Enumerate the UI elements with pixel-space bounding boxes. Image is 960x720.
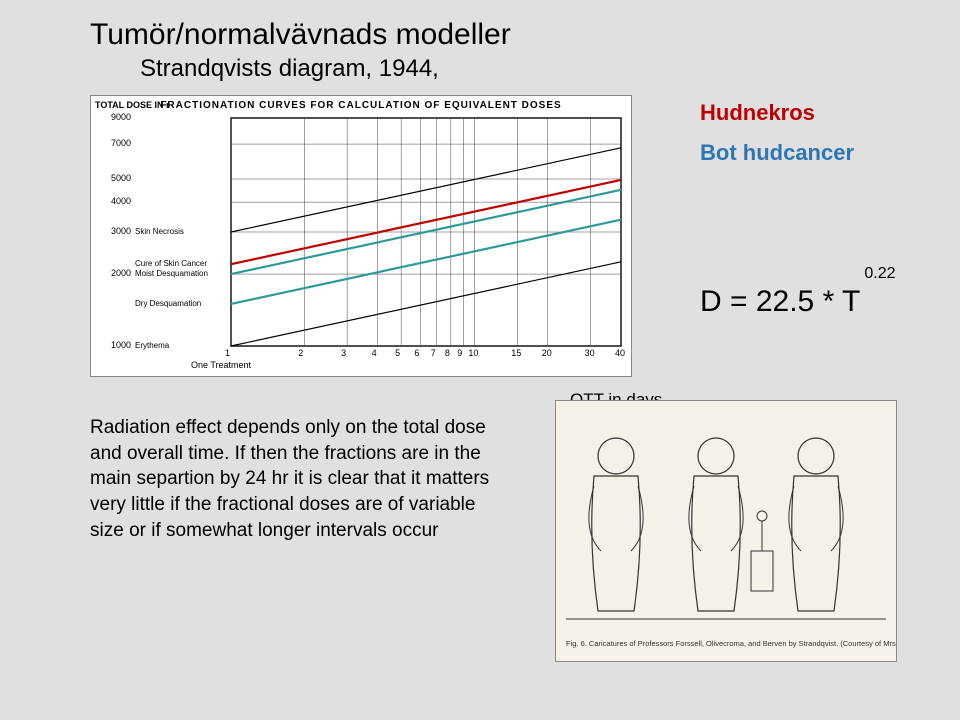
formula: D = 22.5 * T0.22 [700, 285, 892, 319]
x-tick-label: 1 [225, 348, 230, 358]
svg-text:Fig. 6. Caricatures of Profess: Fig. 6. Caricatures of Professors Forsse… [566, 639, 896, 648]
y-tick-label: 4000 [93, 196, 131, 206]
hudnekros-label: Hudnekros [700, 100, 815, 126]
y-side-label: Erythema [135, 341, 225, 350]
x-tick-label: 9 [457, 348, 462, 358]
y-tick-label: 2000 [93, 268, 131, 278]
y-tick-label: 9000 [93, 112, 131, 122]
body-paragraph: Radiation effect depends only on the tot… [90, 415, 510, 543]
y-tick-label: 3000 [93, 226, 131, 236]
x-tick-label: 5 [395, 348, 400, 358]
chart-svg [91, 96, 631, 376]
y-tick-label: 1000 [93, 340, 131, 350]
y-side-label: Skin Necrosis [135, 227, 225, 236]
x-tick-label: 40 [615, 348, 625, 358]
y-side-label: Cure of Skin Cancer [135, 259, 225, 268]
page-title: Tumör/normalvävnads modeller [90, 18, 511, 52]
botcancer-label: Bot hudcancer [700, 140, 854, 166]
y-tick-label: 5000 [93, 173, 131, 183]
x-tick-label: 4 [372, 348, 377, 358]
illustration-svg: Fig. 6. Caricatures of Professors Forsse… [556, 401, 896, 661]
x-tick-label: 2 [298, 348, 303, 358]
x-tick-label: 30 [585, 348, 595, 358]
x-tick-label: 15 [511, 348, 521, 358]
x-origin-label: One Treatment [191, 360, 251, 370]
page-subtitle: Strandqvists diagram, 1944, [140, 55, 439, 83]
x-tick-label: 3 [341, 348, 346, 358]
y-side-label: Moist Desquamation [135, 269, 225, 278]
x-tick-label: 8 [445, 348, 450, 358]
x-tick-label: 10 [468, 348, 478, 358]
formula-exponent: 0.22 [864, 265, 895, 282]
formula-base: D = 22.5 * T [700, 285, 860, 318]
x-tick-label: 20 [542, 348, 552, 358]
x-tick-label: 7 [431, 348, 436, 358]
strandqvist-chart: TOTAL DOSE IN r FRACTIONATION CURVES FOR… [90, 95, 632, 377]
y-side-label: Dry Desquamation [135, 299, 225, 308]
caricature-illustration: Fig. 6. Caricatures of Professors Forsse… [555, 400, 897, 662]
y-tick-label: 7000 [93, 138, 131, 148]
x-tick-label: 6 [414, 348, 419, 358]
